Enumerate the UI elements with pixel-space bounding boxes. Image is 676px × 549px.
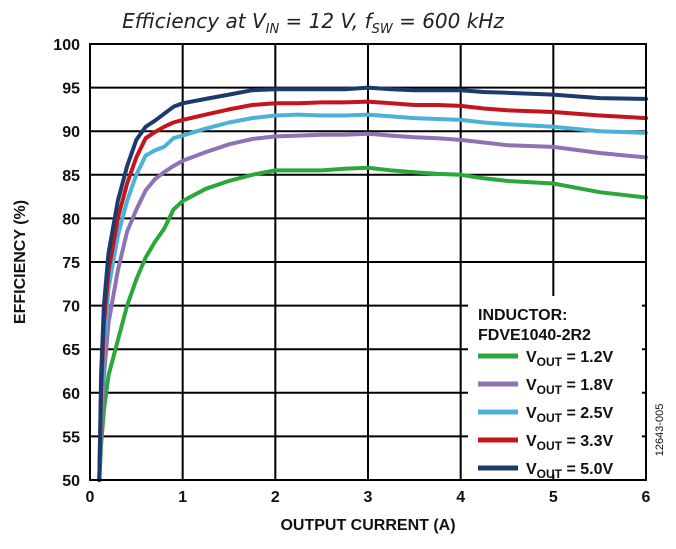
x-tick-label: 5	[549, 489, 558, 506]
y-tick-label: 55	[62, 429, 80, 446]
x-tick-label: 4	[456, 489, 465, 506]
x-tick-label: 6	[642, 489, 651, 506]
x-tick-label: 2	[271, 489, 280, 506]
x-axis-label: OUTPUT CURRENT (A)	[280, 517, 455, 534]
legend-title-line1: INDUCTOR:	[478, 307, 567, 324]
y-tick-label: 50	[62, 473, 80, 490]
y-tick-label: 90	[62, 124, 80, 141]
y-tick-label: 65	[62, 342, 80, 359]
legend-title-line2: FDVE1040-2R2	[478, 327, 591, 344]
x-tick-label: 3	[364, 489, 373, 506]
y-tick-label: 60	[62, 386, 80, 403]
y-tick-label: 80	[62, 211, 80, 228]
x-tick-label: 1	[178, 489, 187, 506]
y-tick-label: 75	[62, 255, 80, 272]
figure-code: 12643-005	[654, 404, 666, 457]
y-tick-label: 95	[62, 81, 80, 98]
x-tick-label: 0	[86, 489, 95, 506]
y-axis-label: EFFICIENCY (%)	[12, 200, 29, 324]
y-tick-label: 100	[53, 37, 80, 54]
y-tick-labels: 50 55 60 65 70 75 80 85 90 95 100	[53, 37, 80, 490]
efficiency-chart: Efficiency at VIN = 12 V, fSW = 600 kHz …	[0, 0, 676, 549]
x-tick-labels: 0 1 2 3 4 5 6	[86, 489, 651, 506]
y-tick-label: 70	[62, 299, 80, 316]
y-tick-label: 85	[62, 168, 80, 185]
chart-title: Efficiency at VIN = 12 V, fSW = 600 kHz	[122, 9, 504, 37]
